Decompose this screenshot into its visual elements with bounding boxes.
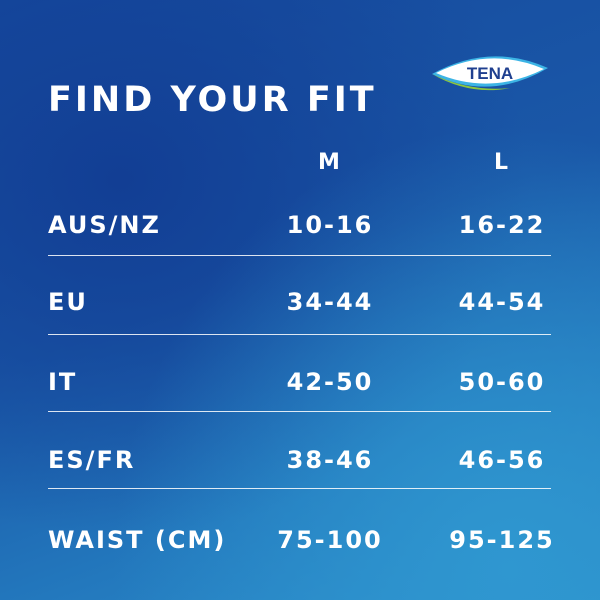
row-label: ES/FR	[48, 446, 136, 474]
size-l: 44-54	[458, 288, 546, 316]
size-m: 42-50	[286, 368, 374, 396]
row-label: EU	[48, 288, 88, 316]
size-l: 16-22	[458, 211, 546, 239]
divider	[48, 488, 551, 489]
row-label: AUS/NZ	[48, 211, 161, 239]
row-label: IT	[48, 368, 78, 396]
size-m: 34-44	[286, 288, 374, 316]
size-l: 46-56	[458, 446, 546, 474]
size-l: 95-125	[449, 526, 555, 554]
tena-logo: TENA	[432, 56, 548, 91]
table-row: WAIST (CM) 75-100 95-125	[0, 526, 600, 556]
size-l: 50-60	[458, 368, 546, 396]
divider	[48, 411, 551, 412]
divider	[48, 255, 551, 256]
column-header-m: M	[318, 150, 342, 175]
divider	[48, 334, 551, 335]
table-row: ES/FR 38-46 46-56	[0, 446, 600, 476]
table-row: EU 34-44 44-54	[0, 288, 600, 318]
svg-text:TENA: TENA	[467, 64, 513, 83]
column-header-l: L	[493, 150, 511, 175]
page-title: FIND YOUR FIT	[48, 80, 377, 120]
size-m: 75-100	[277, 526, 383, 554]
row-label: WAIST (CM)	[48, 526, 227, 554]
table-row: AUS/NZ 10-16 16-22	[0, 211, 600, 241]
size-m: 38-46	[286, 446, 374, 474]
size-m: 10-16	[286, 211, 374, 239]
table-row: IT 42-50 50-60	[0, 368, 600, 398]
